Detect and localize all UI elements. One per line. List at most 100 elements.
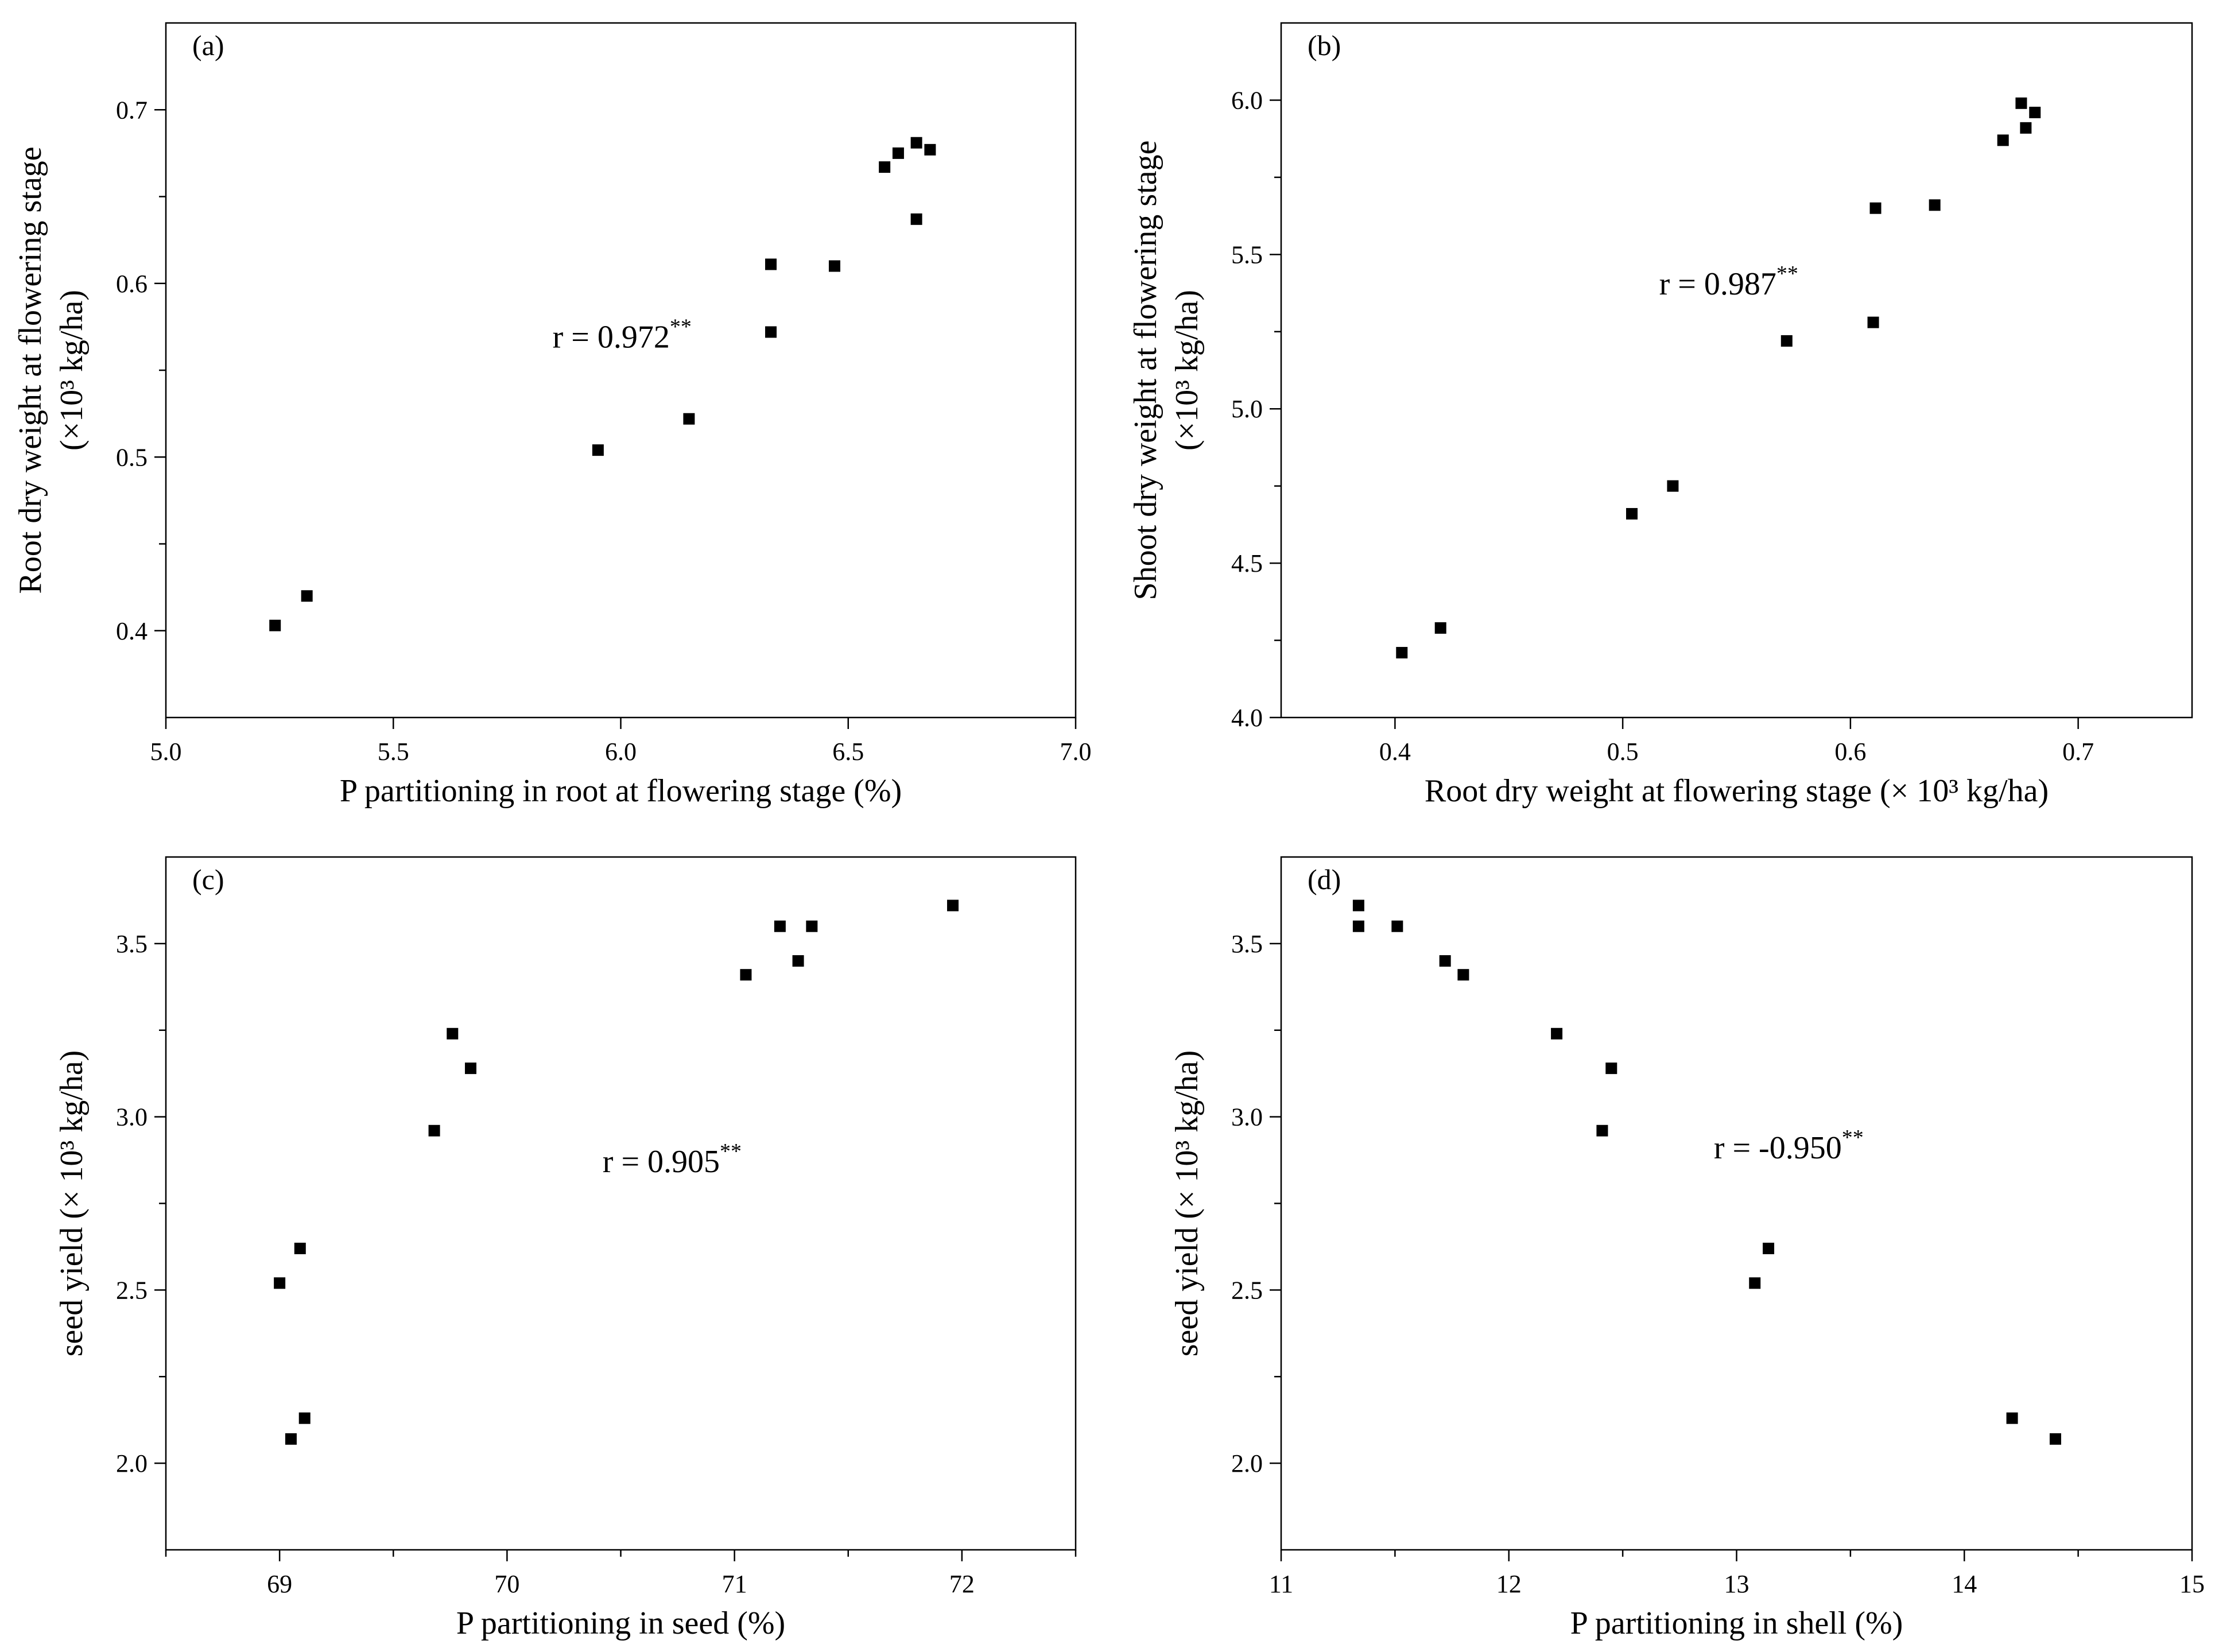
x-tick-label: 5.5 [378,738,409,766]
correlation-value: r = 0.972 [553,320,670,355]
y-tick-label: 2.5 [1231,1276,1263,1304]
y-axis-unit: (×10³ kg/ha) [1169,290,1205,451]
data-point [1457,969,1469,981]
data-point [1997,134,2009,146]
data-point [1391,920,1403,932]
correlation-value: r = 0.905 [603,1144,720,1180]
data-point [1763,1242,1775,1254]
y-axis-title: seed yield (× 10³ kg/ha) [54,1050,90,1357]
x-tick-label: 0.7 [2062,738,2094,766]
plot-frame [1280,856,2193,1551]
y-tick-label: 5.5 [1231,241,1263,269]
correlation-annotation: r = 0.987** [1659,262,1798,302]
y-tick-label: 2.5 [116,1276,148,1304]
data-point [1596,1124,1608,1137]
plot-frame [1280,22,2193,719]
panel-label: (b) [1308,29,1341,61]
y-tick-label: 3.0 [1231,1103,1263,1131]
data-point [1396,647,1408,659]
x-tick-label: 15 [2179,1570,2205,1598]
data-point [740,969,752,981]
data-point [947,899,959,912]
data-point [828,260,840,272]
data-point [765,258,777,270]
panel-label: (c) [192,863,224,895]
y-tick-label: 2.0 [1231,1449,1263,1478]
data-point [924,144,936,156]
x-tick-label: 0.6 [1834,738,1866,766]
data-point [806,920,818,932]
data-point [910,137,922,149]
data-point [683,413,695,425]
plot-frame [165,856,1077,1551]
y-tick-label: 3.5 [116,930,148,958]
y-tick-label: 0.7 [116,96,148,124]
data-point [1749,1277,1761,1289]
x-axis-title: Root dry weight at flowering stage (× 10… [1425,773,2049,809]
data-point [910,213,922,225]
data-point [2020,122,2032,134]
data-point [285,1433,297,1445]
significance-marker: ** [670,315,692,339]
y-tick-label: 0.5 [116,443,148,471]
x-tick-label: 69 [267,1570,292,1598]
plot-frame [165,22,1077,719]
data-point [301,590,313,602]
data-point [1667,480,1679,492]
data-point [298,1412,311,1424]
data-point [1867,316,1879,328]
x-axis-title: P partitioning in shell (%) [1570,1606,1903,1641]
x-tick-label: 5.0 [150,738,182,766]
x-tick-label: 70 [494,1570,519,1598]
data-point [294,1242,306,1254]
y-axis-title: Root dry weight at flowering stage [13,146,48,594]
scatter-panel-b: 0.4 0.5 0.6 0.7 4.0 4.5 5.0 5.5 6.0 (b) Root dry w… [1128,22,2193,809]
data-point [1929,199,1941,211]
x-axis-title: P partitioning in root at flowering stag… [340,773,902,809]
scatter-panel-d: 11 12 13 14 15 2.0 2.5 3.0 3.5 (d) P partitioning … [1169,856,2205,1641]
x-axis-title: P partitioning in seed (%) [456,1606,785,1641]
data-point [1869,202,1882,214]
data-point [1551,1027,1563,1040]
y-tick-label: 3.5 [1231,930,1263,958]
data-point [1605,1062,1617,1075]
data-point [464,1062,476,1075]
data-point [892,147,904,159]
x-tick-label: 11 [1269,1570,1293,1598]
data-point [774,920,786,932]
data-point [1434,622,1446,634]
y-tick-label: 4.5 [1231,549,1263,577]
correlation-value: r = -0.950 [1714,1130,1842,1166]
y-axis-title: Shoot dry weight at flowering stage [1128,141,1163,600]
data-point [1352,920,1364,932]
correlation-annotation: r = 0.972** [553,315,692,355]
x-tick-label: 14 [1952,1570,1977,1598]
x-tick-label: 6.0 [605,738,637,766]
y-axis-title: seed yield (× 10³ kg/ha) [1169,1050,1205,1357]
data-point [274,1277,286,1289]
panel-label: (d) [1308,863,1341,895]
data-point [1439,955,1451,967]
significance-marker: ** [1776,262,1798,286]
x-tick-label: 12 [1496,1570,1522,1598]
x-tick-label: 71 [722,1570,747,1598]
data-point [879,161,891,173]
data-point [428,1124,440,1137]
x-tick-label: 0.5 [1607,738,1639,766]
correlation-annotation: r = -0.950** [1714,1126,1864,1166]
y-tick-label: 2.0 [116,1449,148,1478]
data-point [1780,335,1793,347]
significance-marker: ** [720,1139,742,1164]
y-tick-label: 0.4 [116,617,148,645]
y-tick-label: 5.0 [1231,395,1263,423]
y-tick-label: 0.6 [116,270,148,298]
x-tick-label: 72 [949,1570,975,1598]
x-tick-label: 7.0 [1060,738,1092,766]
data-point [269,619,281,631]
correlation-value: r = 0.987 [1659,266,1776,302]
data-point [592,444,604,456]
x-tick-label: 6.5 [832,738,864,766]
panel-label: (a) [192,29,224,61]
data-point [2006,1412,2018,1424]
